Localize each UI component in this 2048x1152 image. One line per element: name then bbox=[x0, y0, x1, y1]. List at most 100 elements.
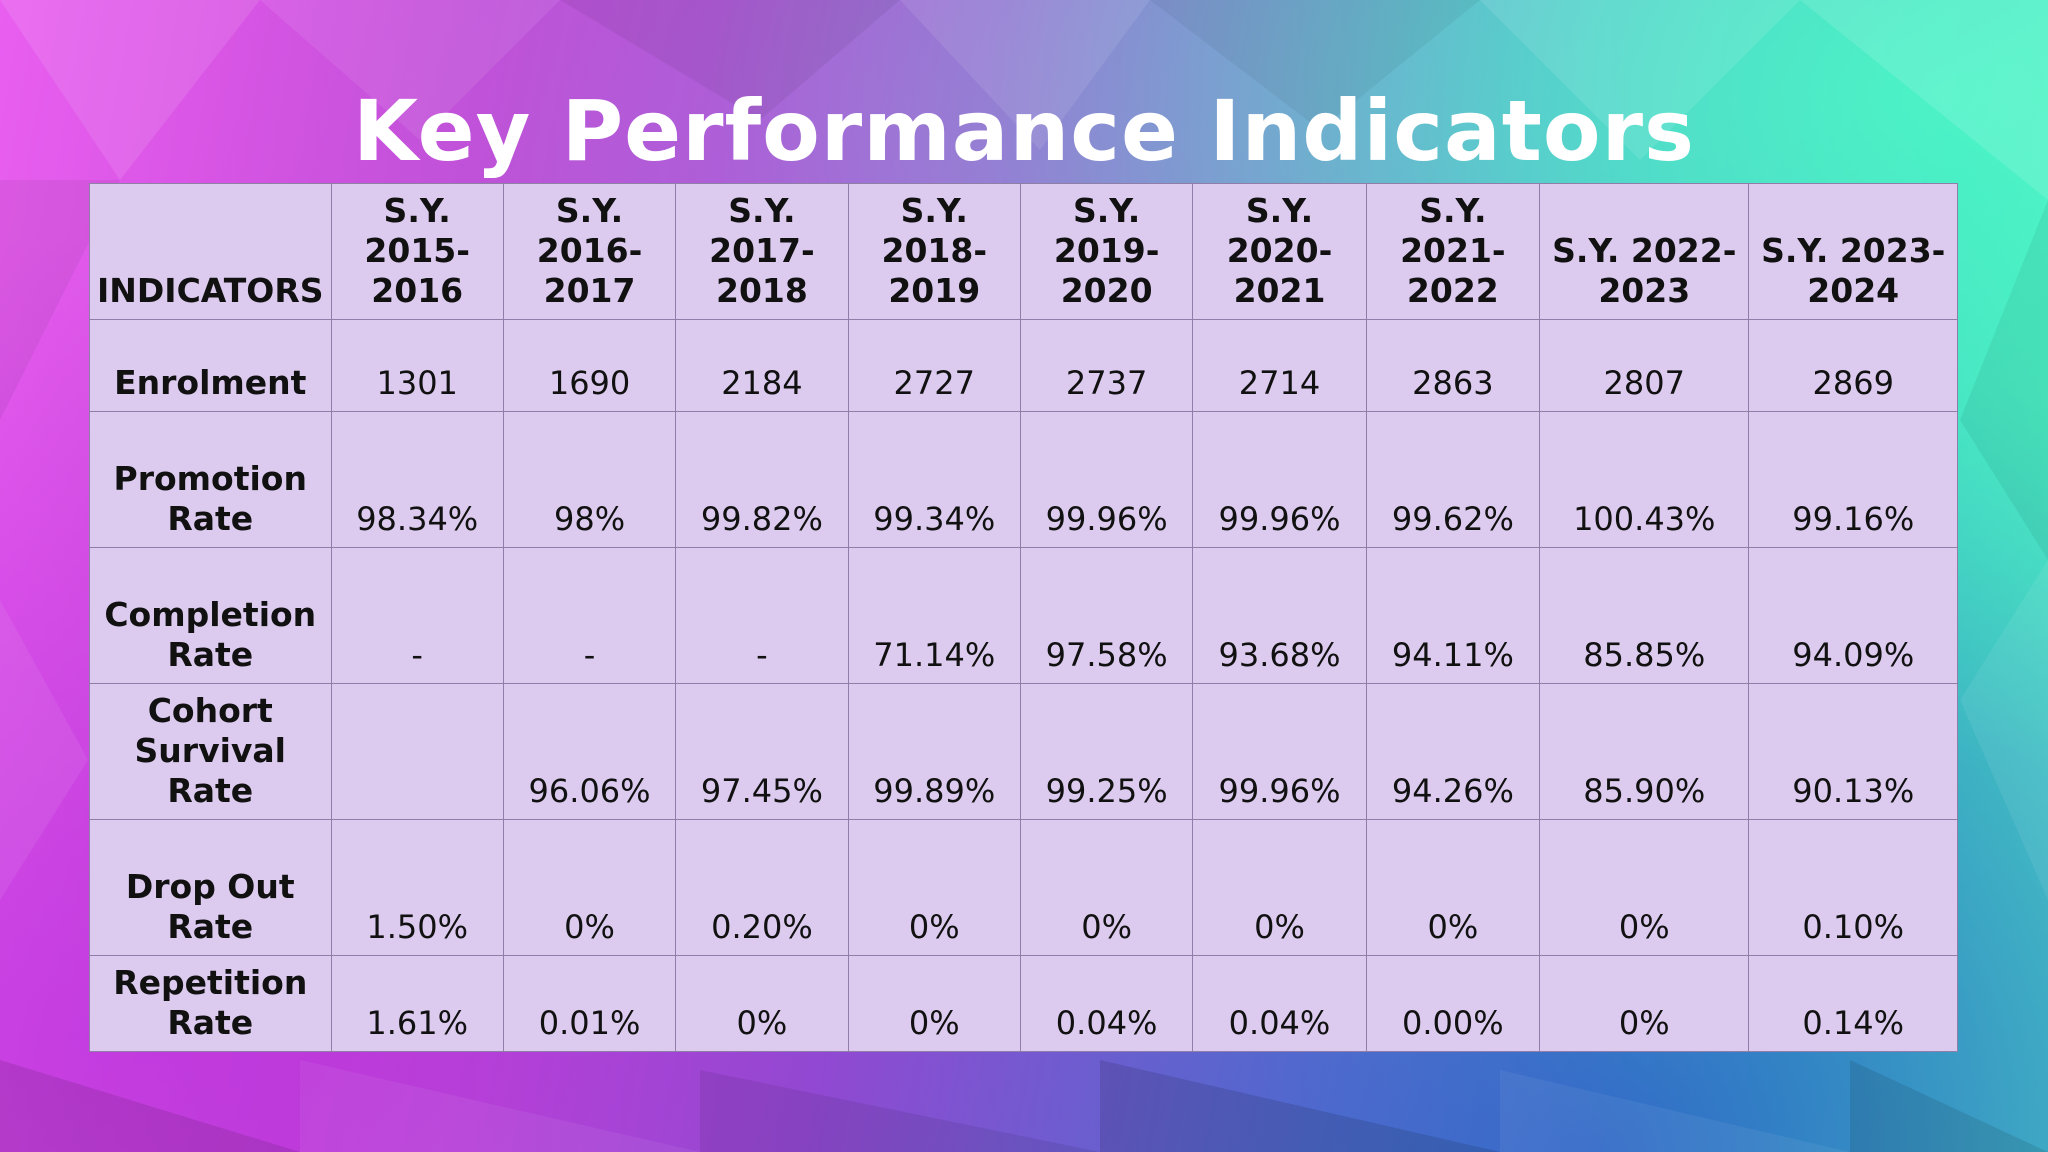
indicator-label-line2: Rate bbox=[167, 635, 254, 674]
table-cell: 0.04% bbox=[1192, 955, 1367, 1052]
table-cell: - bbox=[675, 547, 849, 684]
column-header: S.Y. 2015- 2016 bbox=[330, 183, 504, 320]
column-header-line1: S.Y. 2023- bbox=[1761, 231, 1946, 270]
table-cell: 99.34% bbox=[847, 411, 1021, 548]
column-header: S.Y. 2021- 2022 bbox=[1365, 183, 1541, 320]
table-cell: 99.62% bbox=[1365, 411, 1541, 548]
indicator-label-line2: Rate bbox=[167, 1003, 254, 1042]
table-cell: 90.13% bbox=[1748, 683, 1958, 820]
column-header: S.Y. 2018- 2019 bbox=[847, 183, 1021, 320]
column-header: S.Y. 2016- 2017 bbox=[502, 183, 677, 320]
table-cell: - bbox=[330, 547, 504, 684]
column-header: S.Y. 2019- 2020 bbox=[1019, 183, 1194, 320]
column-header-line2: 2016 bbox=[371, 271, 464, 310]
table-cell: 71.14% bbox=[847, 547, 1021, 684]
indicator-label-line1: Cohort bbox=[147, 691, 273, 730]
column-header-line2: 2019 bbox=[888, 271, 981, 310]
slide-title: Key Performance Indicators bbox=[353, 82, 1695, 180]
table-cell: 93.68% bbox=[1192, 547, 1367, 684]
table-cell: 0.20% bbox=[675, 819, 849, 956]
table-cell: 97.58% bbox=[1019, 547, 1194, 684]
table-cell: 1.61% bbox=[330, 955, 504, 1052]
table-cell: 0.10% bbox=[1748, 819, 1958, 956]
table-row-cohort-survival-rate: Cohort Survival Rate 96.06% 97.45% 99.89%… bbox=[89, 683, 1958, 820]
table-cell: 99.96% bbox=[1192, 683, 1367, 820]
indicator-label-line1: Drop Out Rate bbox=[125, 867, 295, 946]
column-header-line2: 2023 bbox=[1598, 271, 1691, 310]
table-cell: 0% bbox=[847, 819, 1021, 956]
indicator-label-line2: Survival Rate bbox=[134, 731, 286, 810]
table-cell: 0% bbox=[675, 955, 849, 1052]
column-header: S.Y. 2022- 2023 bbox=[1539, 183, 1750, 320]
table-cell: 0.14% bbox=[1748, 955, 1958, 1052]
column-header-line1: S.Y. 2015- bbox=[364, 191, 470, 270]
table-cell: 85.85% bbox=[1539, 547, 1750, 684]
indicator-label: Drop Out Rate bbox=[89, 819, 332, 956]
table-cell: 100.43% bbox=[1539, 411, 1750, 548]
table-cell: - bbox=[502, 547, 677, 684]
column-header-line1: S.Y. 2016- bbox=[536, 191, 643, 270]
table-cell: 2807 bbox=[1539, 319, 1750, 412]
table-cell: 94.26% bbox=[1365, 683, 1541, 820]
indicator-label-line1: Completion bbox=[104, 595, 317, 634]
table-cell: 99.25% bbox=[1019, 683, 1194, 820]
column-header-line1: S.Y. 2020- bbox=[1226, 191, 1333, 270]
table-cell: 2184 bbox=[675, 319, 849, 412]
table-cell: 98.34% bbox=[330, 411, 504, 548]
column-header-line1: S.Y. 2019- bbox=[1053, 191, 1160, 270]
column-header-line2: 2021 bbox=[1233, 271, 1326, 310]
column-header-line2: 2017 bbox=[543, 271, 636, 310]
column-header-line1: S.Y. 2018- bbox=[881, 191, 988, 270]
indicator-label: Cohort Survival Rate bbox=[89, 683, 332, 820]
table-cell bbox=[330, 683, 504, 820]
table-cell: 99.96% bbox=[1019, 411, 1194, 548]
indicator-label-line2: Rate bbox=[167, 499, 254, 538]
table-cell: 2714 bbox=[1192, 319, 1367, 412]
table-cell: 0.04% bbox=[1019, 955, 1194, 1052]
column-header-line2: 2018 bbox=[715, 271, 808, 310]
table-cell: 1690 bbox=[502, 319, 677, 412]
table-cell: 98% bbox=[502, 411, 677, 548]
table-cell: 99.89% bbox=[847, 683, 1021, 820]
table-cell: 99.82% bbox=[675, 411, 849, 548]
table-cell: 1301 bbox=[330, 319, 504, 412]
table-cell: 97.45% bbox=[675, 683, 849, 820]
indicator-label-line1: Repetition bbox=[113, 963, 308, 1002]
indicator-label-line1: Promotion bbox=[113, 459, 307, 498]
column-header-line2: 2024 bbox=[1807, 271, 1900, 310]
table-cell: 0% bbox=[847, 955, 1021, 1052]
indicator-label: Promotion Rate bbox=[89, 411, 332, 548]
table-cell: 0.01% bbox=[502, 955, 677, 1052]
column-header-line2: 2022 bbox=[1406, 271, 1499, 310]
table-cell: 0% bbox=[1019, 819, 1194, 956]
table-row-completion-rate: Completion Rate - - - 71.14% 97.58% 93.68… bbox=[89, 547, 1958, 684]
table-cell: 85.90% bbox=[1539, 683, 1750, 820]
table-cell: 96.06% bbox=[502, 683, 677, 820]
column-header: S.Y. 2023- 2024 bbox=[1748, 183, 1958, 320]
indicator-label-line1: Enrolment bbox=[114, 363, 307, 402]
table-cell: 2727 bbox=[847, 319, 1021, 412]
table-cell: 0% bbox=[1365, 819, 1541, 956]
column-header-line1: S.Y. 2021- bbox=[1400, 191, 1506, 270]
table-row-promotion-rate: Promotion Rate 98.34% 98% 99.82% 99.34% 9… bbox=[89, 411, 1958, 548]
indicator-label: Enrolment bbox=[89, 319, 332, 412]
table-cell: 94.11% bbox=[1365, 547, 1541, 684]
table-cell: 99.96% bbox=[1192, 411, 1367, 548]
header-row: INDICATORS S.Y. 2015- 2016 S.Y. 2016- 2017… bbox=[89, 183, 1958, 320]
column-header-line1: S.Y. 2022- bbox=[1552, 231, 1737, 270]
table-row-repetition-rate: Repetition Rate 1.61% 0.01% 0% 0% 0.04% 0… bbox=[89, 955, 1958, 1052]
table-cell: 2737 bbox=[1019, 319, 1194, 412]
table-cell: 2869 bbox=[1748, 319, 1958, 412]
column-header-line1: S.Y. 2017- bbox=[709, 191, 815, 270]
table-row-enrolment: Enrolment 1301 1690 2184 2727 2737 2714 … bbox=[89, 319, 1958, 412]
table-cell: 0% bbox=[502, 819, 677, 956]
column-header: S.Y. 2017- 2018 bbox=[675, 183, 849, 320]
table-row-drop-out-rate: Drop Out Rate 1.50% 0% 0.20% 0% 0% 0% 0%… bbox=[89, 819, 1958, 956]
table-cell: 0% bbox=[1539, 819, 1750, 956]
table-cell: 0% bbox=[1192, 819, 1367, 956]
indicator-label: Completion Rate bbox=[89, 547, 332, 684]
table-cell: 99.16% bbox=[1748, 411, 1958, 548]
table-cell: 0% bbox=[1539, 955, 1750, 1052]
kpi-table: INDICATORS S.Y. 2015- 2016 S.Y. 2016- 2017… bbox=[89, 183, 1958, 1052]
